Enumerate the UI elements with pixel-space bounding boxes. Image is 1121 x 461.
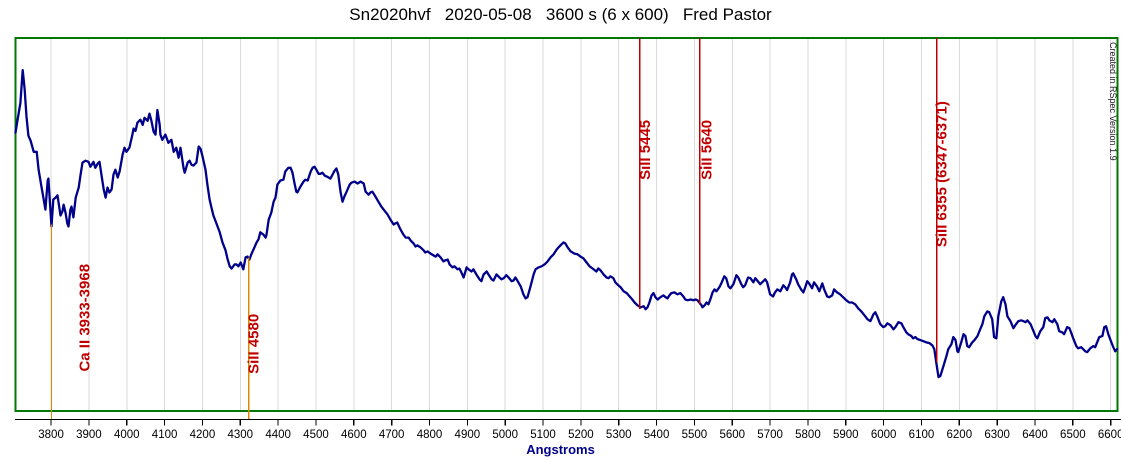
spectrum-line [14,68,1119,379]
x-tick-label-5900: 5900 [833,429,859,441]
marker-label-ca-ii-3933-3968: Ca II 3933-3968 [76,264,93,372]
chart-title: Sn2020hvf 2020-05-08 3600 s (6 x 600) Fr… [349,5,772,24]
x-tick-label-5700: 5700 [757,429,783,441]
marker-label-si-ii-6355: SiII 6355 (6347-6371) [934,101,951,247]
x-tick-label-4000: 4000 [114,429,140,441]
x-tick-label-4100: 4100 [152,429,178,441]
x-tick-label-5400: 5400 [644,429,670,441]
x-tick-label-6100: 6100 [909,429,935,441]
x-tick-label-5100: 5100 [530,429,556,441]
x-axis-title: Angstroms [526,442,595,457]
x-tick-label-4500: 4500 [303,429,329,441]
x-tick-label-4900: 4900 [455,429,481,441]
x-tick-label-5200: 5200 [568,429,594,441]
x-tick-label-6600: 6600 [1098,429,1121,441]
x-tick-label-6200: 6200 [947,429,973,441]
x-tick-label-4700: 4700 [379,429,405,441]
x-tick-label-5800: 5800 [795,429,821,441]
x-tick-label-4400: 4400 [265,429,291,441]
x-tick-label-4200: 4200 [190,429,216,441]
marker-label-si-ii-4580: SiII 4580 [246,314,263,374]
x-tick-label-6500: 6500 [1060,429,1086,441]
x-tick-label-6000: 6000 [871,429,897,441]
x-tick-label-3800: 3800 [38,429,64,441]
x-tick-label-3900: 3900 [76,429,102,441]
x-tick-label-6300: 6300 [984,429,1010,441]
x-tick-label-5500: 5500 [682,429,708,441]
x-tick-label-5300: 5300 [606,429,632,441]
x-tick-label-5600: 5600 [719,429,745,441]
x-tick-label-4300: 4300 [227,429,253,441]
marker-label-si-ii-5445: SiII 5445 [637,120,654,180]
x-tick-label-4800: 4800 [417,429,443,441]
x-tick-label-5000: 5000 [492,429,518,441]
rspec-credit-label: Created in RSpec Version 1.9 [1108,42,1118,161]
x-tick-label-4600: 4600 [341,429,367,441]
marker-label-si-ii-5640: SiII 5640 [699,120,716,180]
plot-frame [14,37,1119,412]
x-tick-label-6400: 6400 [1022,429,1048,441]
